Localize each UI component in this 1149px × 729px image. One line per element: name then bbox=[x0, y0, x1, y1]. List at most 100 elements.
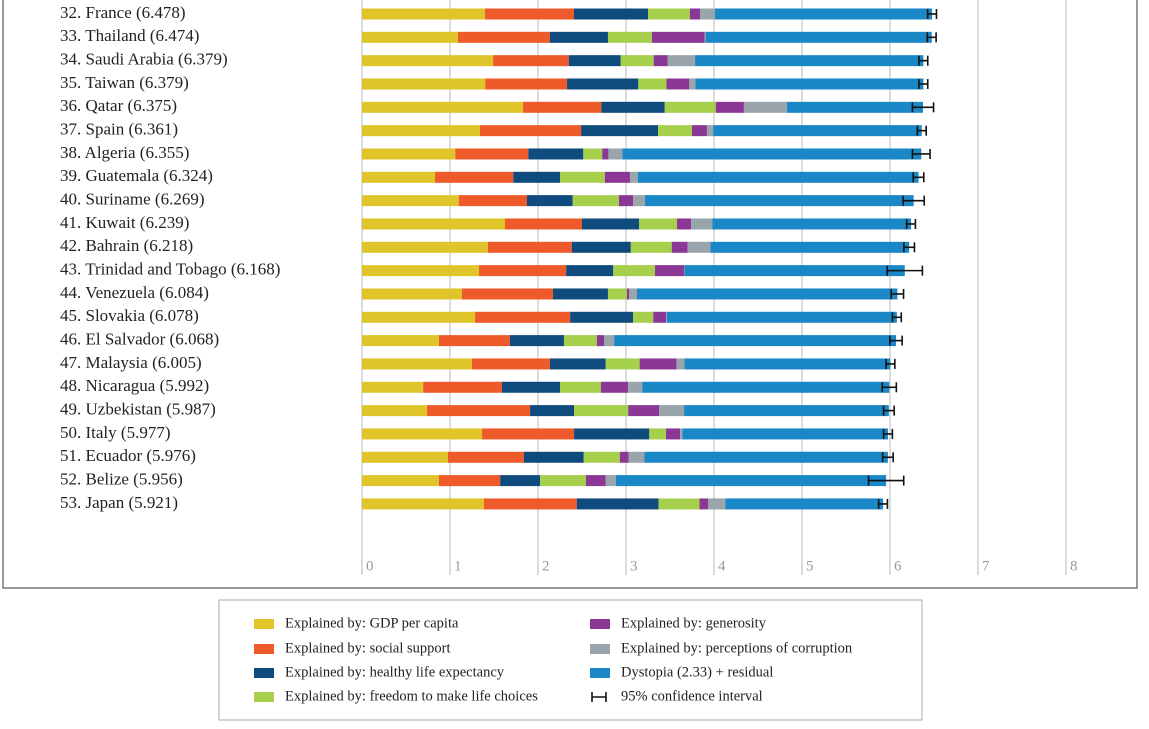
bar-segment bbox=[613, 265, 656, 277]
bar-segment bbox=[637, 171, 919, 183]
bar-segment bbox=[715, 101, 744, 113]
bar-segment bbox=[682, 428, 888, 440]
bar-segment bbox=[540, 475, 586, 487]
error-bar bbox=[905, 218, 917, 229]
bar-segment bbox=[362, 498, 484, 510]
bar-segment bbox=[706, 125, 714, 137]
bar-segment bbox=[708, 498, 726, 510]
bar-segment bbox=[607, 288, 627, 300]
bar-segment bbox=[712, 218, 912, 230]
bar-segment bbox=[651, 31, 705, 43]
bar-segment bbox=[639, 218, 678, 230]
y-tick-label: 40. Suriname (6.269) bbox=[60, 190, 204, 209]
bar-segment bbox=[630, 241, 672, 253]
bar-segment bbox=[704, 31, 706, 43]
bar-segment bbox=[629, 288, 637, 300]
bar-segment bbox=[695, 55, 924, 67]
error-bar bbox=[882, 405, 895, 416]
bar-segment bbox=[362, 31, 458, 43]
y-tick-label: 47. Malaysia (6.005) bbox=[60, 353, 202, 372]
bar-segment bbox=[658, 125, 692, 137]
y-tick-label: 32. France (6.478) bbox=[60, 3, 186, 22]
error-bar bbox=[877, 498, 889, 509]
legend-label: Explained by: freedom to make life choic… bbox=[285, 688, 538, 704]
legend-swatch bbox=[254, 619, 274, 629]
bar-segment bbox=[667, 55, 696, 67]
bar-segment bbox=[615, 475, 887, 487]
bar-segment bbox=[629, 171, 638, 183]
bar-segment bbox=[362, 288, 462, 300]
y-tick-label: 49. Uzbekistan (5.987) bbox=[60, 400, 216, 419]
bar-segment bbox=[576, 498, 659, 510]
bar-segment bbox=[582, 218, 640, 230]
bar-segment bbox=[523, 101, 602, 113]
bar-segment bbox=[620, 55, 654, 67]
y-tick-label: 34. Saudi Arabia (6.379) bbox=[60, 50, 228, 69]
bar-segment bbox=[560, 381, 601, 393]
bar-segment bbox=[552, 288, 608, 300]
bar-segment bbox=[568, 55, 621, 67]
bar-segment bbox=[680, 428, 683, 440]
bar-segment bbox=[648, 8, 690, 20]
bar-segment bbox=[607, 31, 652, 43]
bar-segment bbox=[614, 335, 896, 347]
bar-segment bbox=[570, 311, 634, 323]
bar-segment bbox=[362, 265, 480, 277]
y-tick-label: 36. Qatar (6.375) bbox=[60, 96, 177, 115]
bar-segment bbox=[362, 358, 472, 370]
bar-segment bbox=[566, 265, 614, 277]
bar-segment bbox=[743, 101, 788, 113]
x-tick-label: 0 bbox=[366, 558, 374, 574]
bar-segment bbox=[649, 428, 667, 440]
bar-segment bbox=[644, 451, 888, 463]
bar-segment bbox=[455, 148, 529, 160]
y-tick-label: 41. Kuwait (6.239) bbox=[60, 213, 189, 232]
legend-label: Explained by: social support bbox=[285, 640, 451, 656]
bar-segment bbox=[493, 55, 569, 67]
y-tick-label: 46. El Salvador (6.068) bbox=[60, 330, 219, 349]
bar-segment bbox=[362, 78, 486, 90]
bar-segment bbox=[601, 101, 665, 113]
error-bar bbox=[911, 102, 935, 113]
bar-segment bbox=[435, 171, 514, 183]
y-tick-label: 43. Trinidad and Tobago (6.168) bbox=[60, 260, 280, 279]
bar-segment bbox=[677, 218, 692, 230]
error-bar bbox=[882, 428, 894, 439]
bar-segment bbox=[676, 358, 685, 370]
bar-segment bbox=[666, 311, 667, 323]
bar-segment bbox=[619, 451, 629, 463]
bar-segment bbox=[485, 78, 568, 90]
bar-segment bbox=[602, 148, 609, 160]
error-bar bbox=[916, 125, 927, 136]
legend-swatch bbox=[590, 619, 610, 629]
bar-segment bbox=[479, 125, 582, 137]
bar-segment bbox=[362, 335, 439, 347]
bar-segment bbox=[362, 428, 483, 440]
y-tick-label: 35. Taiwan (6.379) bbox=[60, 73, 189, 92]
bar-segment bbox=[605, 475, 616, 487]
error-bar bbox=[890, 288, 905, 299]
bar-segment bbox=[604, 171, 630, 183]
bar-segment bbox=[633, 311, 654, 323]
bar-segment bbox=[583, 451, 620, 463]
bar-segment bbox=[600, 381, 629, 393]
bar-segment bbox=[362, 381, 424, 393]
bar-segment bbox=[505, 218, 582, 230]
chart-frame bbox=[2, 0, 1138, 589]
error-bar bbox=[867, 475, 905, 486]
bar-segment bbox=[699, 498, 709, 510]
bar-segment bbox=[457, 31, 550, 43]
legend-error-symbol bbox=[591, 692, 607, 702]
bar-segment bbox=[475, 311, 571, 323]
error-bar bbox=[912, 172, 925, 183]
bar-segment bbox=[684, 358, 891, 370]
error-bar bbox=[889, 335, 903, 346]
bar-segment bbox=[482, 428, 575, 440]
bar-segment bbox=[362, 218, 505, 230]
legend-label: Dystopia (2.33) + residual bbox=[621, 664, 773, 680]
bar-segment bbox=[362, 101, 524, 113]
bar-segment bbox=[574, 428, 650, 440]
bar-segment bbox=[439, 475, 501, 487]
x-tick-label: 8 bbox=[1070, 558, 1078, 574]
bar-segment bbox=[509, 335, 564, 347]
